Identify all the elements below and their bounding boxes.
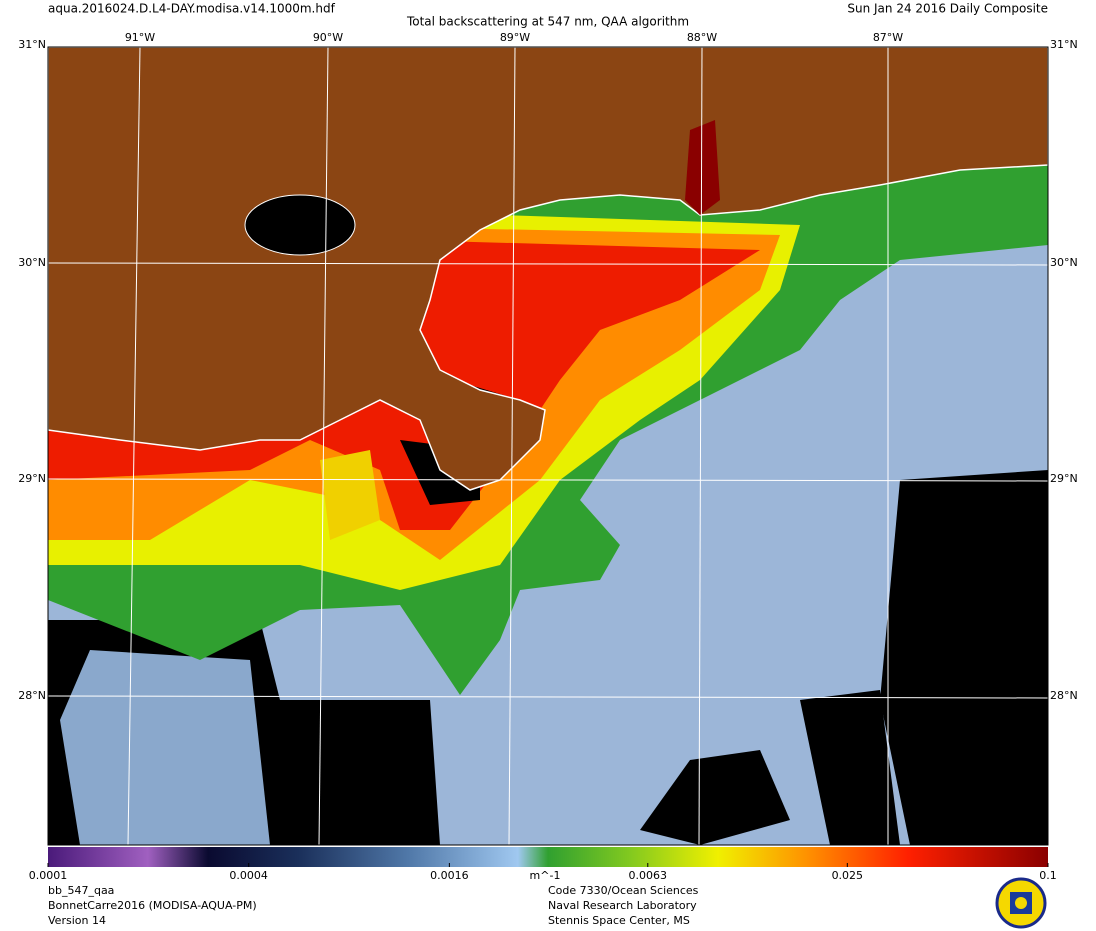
product-line: BonnetCarre2016 (MODISA-AQUA-PM) [48,899,257,912]
colorbar [48,847,1048,867]
colorbar-label: 0.0004 [229,869,268,882]
lat-label: 30°N [18,256,46,269]
lon-label: 87°W [873,31,903,44]
lat-label-right: 30°N [1050,256,1078,269]
map-date: Sun Jan 24 2016 Daily Composite [847,2,1048,16]
lat-label: 29°N [18,472,46,485]
map-image [48,47,1048,845]
meridian [318,46,329,846]
lat-label-right: 28°N [1050,689,1078,702]
map-title: Total backscattering at 547 nm, QAA algo… [406,15,689,29]
credit-line: Code 7330/Ocean Sciences [548,884,699,897]
product-line: bb_547_qaa [48,884,114,897]
meridian [698,46,703,846]
lon-label: 89°W [500,31,530,44]
parallel [47,478,1049,482]
colorbar-label: 0.0063 [629,869,668,882]
lat-label: 28°N [18,689,46,702]
parallel [47,262,1049,266]
credit-line: Stennis Space Center, MS [548,914,690,927]
graticule [47,46,1049,846]
credit-line: Naval Research Laboratory [548,899,697,912]
colorbar-label: 0.0001 [29,869,68,882]
lon-label: 91°W [125,31,155,44]
lon-label: 88°W [687,31,717,44]
parallel [47,695,1049,699]
meridian [127,46,141,846]
product-line: Version 14 [48,914,106,927]
file-name: aqua.2016024.D.L4-DAY.modisa.v14.1000m.h… [48,2,336,16]
nrl-logo [995,877,1047,929]
colorbar-label: 0.025 [832,869,864,882]
map-frame [47,46,1049,846]
lat-label-right: 31°N [1050,38,1078,51]
colorbar-unit: m^-1 [530,869,561,882]
lon-label: 90°W [313,31,343,44]
lat-label: 31°N [18,38,46,51]
lat-label-right: 29°N [1050,472,1078,485]
colorbar-label: 0.1 [1039,869,1057,882]
colorbar-label: 0.0016 [430,869,469,882]
meridian [508,46,516,846]
